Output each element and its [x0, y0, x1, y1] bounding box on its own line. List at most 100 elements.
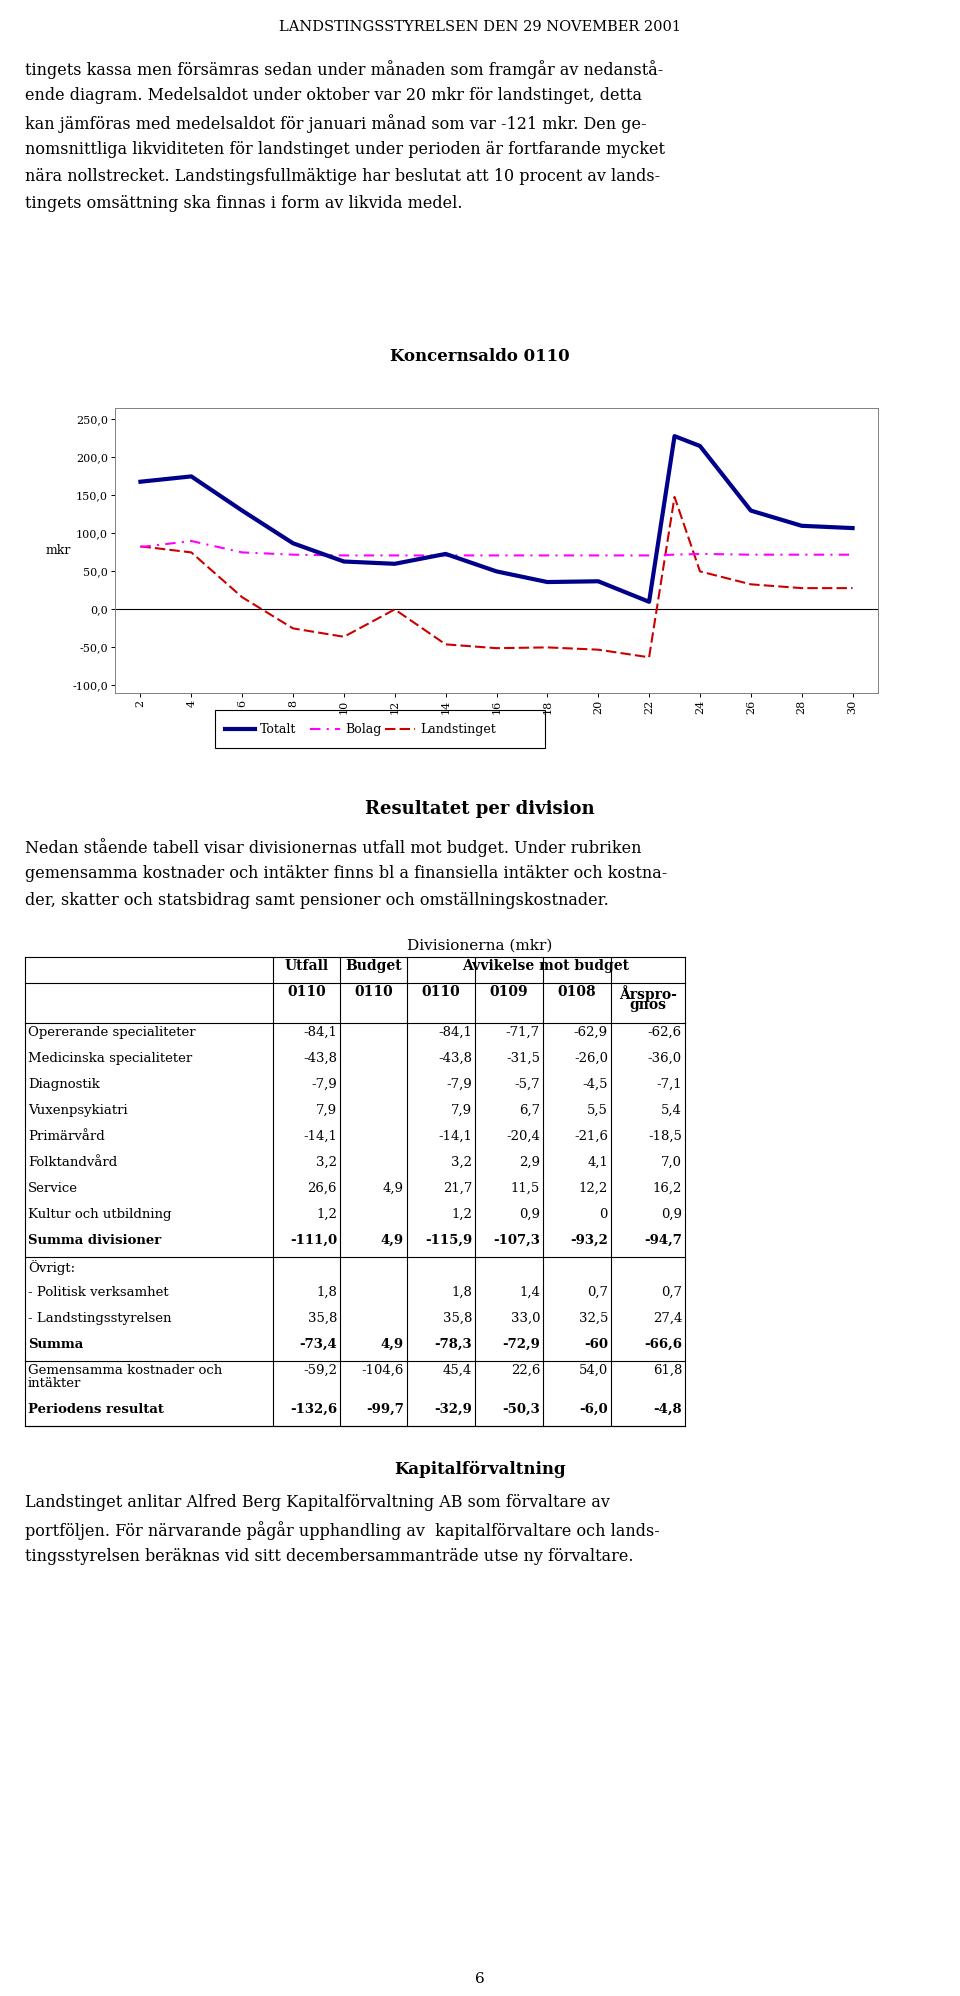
Text: 6,7: 6,7	[518, 1104, 540, 1118]
Text: Resultatet per division: Resultatet per division	[365, 800, 595, 818]
Text: 0108: 0108	[558, 984, 596, 1000]
Text: 21,7: 21,7	[443, 1182, 472, 1196]
Text: 4,9: 4,9	[383, 1182, 404, 1196]
Text: Periodens resultat: Periodens resultat	[28, 1403, 164, 1415]
Text: -7,9: -7,9	[446, 1078, 472, 1092]
Text: -59,2: -59,2	[303, 1363, 337, 1377]
Text: 7,9: 7,9	[316, 1104, 337, 1118]
Text: 16,2: 16,2	[653, 1182, 682, 1196]
Text: Kultur och utbildning: Kultur och utbildning	[28, 1208, 172, 1222]
Text: 1,2: 1,2	[316, 1208, 337, 1222]
Text: -132,6: -132,6	[290, 1403, 337, 1415]
Text: 1,4: 1,4	[519, 1285, 540, 1299]
FancyBboxPatch shape	[215, 711, 545, 748]
Text: -20,4: -20,4	[506, 1130, 540, 1144]
Text: -50,3: -50,3	[502, 1403, 540, 1415]
Text: Totalt: Totalt	[260, 723, 297, 735]
Text: -104,6: -104,6	[362, 1363, 404, 1377]
Text: nomsnittliga likviditeten för landstinget under perioden är fortfarande mycket: nomsnittliga likviditeten för landstinge…	[25, 142, 665, 158]
Text: 1,8: 1,8	[316, 1285, 337, 1299]
Text: -73,4: -73,4	[300, 1337, 337, 1351]
Text: 35,8: 35,8	[443, 1311, 472, 1325]
Text: 5,5: 5,5	[588, 1104, 608, 1118]
Text: Utfall: Utfall	[284, 958, 328, 972]
Text: 0110: 0110	[421, 984, 461, 1000]
Text: Primärvård: Primärvård	[28, 1130, 105, 1144]
Text: 0,9: 0,9	[661, 1208, 682, 1222]
Text: -14,1: -14,1	[438, 1130, 472, 1144]
Text: Summa: Summa	[28, 1337, 84, 1351]
Text: 0,9: 0,9	[519, 1208, 540, 1222]
Text: 11,5: 11,5	[511, 1182, 540, 1196]
Text: -4,8: -4,8	[654, 1403, 682, 1415]
Text: -93,2: -93,2	[570, 1234, 608, 1248]
Text: -31,5: -31,5	[506, 1052, 540, 1066]
Text: Summa divisioner: Summa divisioner	[28, 1234, 161, 1248]
Text: 35,8: 35,8	[307, 1311, 337, 1325]
Text: 1,8: 1,8	[451, 1285, 472, 1299]
Text: -94,7: -94,7	[644, 1234, 682, 1248]
Text: -71,7: -71,7	[506, 1026, 540, 1040]
Text: Övrigt:: Övrigt:	[28, 1259, 75, 1275]
Text: ende diagram. Medelsaldot under oktober var 20 mkr för landstinget, detta: ende diagram. Medelsaldot under oktober …	[25, 88, 642, 104]
Text: Gemensamma kostnader och: Gemensamma kostnader och	[28, 1363, 223, 1377]
Text: 27,4: 27,4	[653, 1311, 682, 1325]
Text: 12,2: 12,2	[579, 1182, 608, 1196]
Text: Budget: Budget	[346, 958, 402, 972]
Text: nära nollstrecket. Landstingsfullmäktige har beslutat att 10 procent av lands-: nära nollstrecket. Landstingsfullmäktige…	[25, 168, 660, 186]
Text: tingets omsättning ska finnas i form av likvida medel.: tingets omsättning ska finnas i form av …	[25, 196, 463, 212]
Text: -4,5: -4,5	[583, 1078, 608, 1092]
Text: 3,2: 3,2	[316, 1156, 337, 1170]
Text: 7,9: 7,9	[451, 1104, 472, 1118]
Text: 33,0: 33,0	[511, 1311, 540, 1325]
Text: Nedan stående tabell visar divisionernas utfall mot budget. Under rubriken: Nedan stående tabell visar divisionernas…	[25, 838, 641, 856]
Text: -32,9: -32,9	[434, 1403, 472, 1415]
Text: -60: -60	[584, 1337, 608, 1351]
Text: -84,1: -84,1	[438, 1026, 472, 1040]
Text: -5,7: -5,7	[515, 1078, 540, 1092]
Text: Opererande specialiteter: Opererande specialiteter	[28, 1026, 196, 1040]
Text: 5,4: 5,4	[661, 1104, 682, 1118]
Text: Divisionerna (mkr): Divisionerna (mkr)	[407, 938, 553, 952]
Text: gemensamma kostnader och intäkter finns bl a finansiella intäkter och kostna-: gemensamma kostnader och intäkter finns …	[25, 864, 667, 882]
Text: portföljen. För närvarande pågår upphandling av  kapitalförvaltare och lands-: portföljen. För närvarande pågår upphand…	[25, 1521, 660, 1539]
Text: 0109: 0109	[490, 984, 528, 1000]
Text: - Landstingsstyrelsen: - Landstingsstyrelsen	[28, 1311, 172, 1325]
Text: Koncernsaldo 0110: Koncernsaldo 0110	[390, 347, 570, 365]
Text: -7,9: -7,9	[311, 1078, 337, 1092]
Text: 3,2: 3,2	[451, 1156, 472, 1170]
Text: 6: 6	[475, 1972, 485, 1986]
Text: 4,9: 4,9	[381, 1234, 404, 1248]
Text: -115,9: -115,9	[424, 1234, 472, 1248]
Y-axis label: mkr: mkr	[45, 545, 71, 557]
Text: 2,9: 2,9	[519, 1156, 540, 1170]
Text: Årspro-: Årspro-	[619, 984, 677, 1002]
Text: -26,0: -26,0	[574, 1052, 608, 1066]
Text: Vuxenpsykiatri: Vuxenpsykiatri	[28, 1104, 128, 1118]
Text: 4,1: 4,1	[588, 1156, 608, 1170]
Text: 0110: 0110	[287, 984, 325, 1000]
Text: tingsstyrelsen beräknas vid sitt decembersammanträde utse ny förvaltare.: tingsstyrelsen beräknas vid sitt decembe…	[25, 1549, 634, 1565]
Text: -6,0: -6,0	[580, 1403, 608, 1415]
Text: -18,5: -18,5	[648, 1130, 682, 1144]
Text: Medicinska specialiteter: Medicinska specialiteter	[28, 1052, 192, 1066]
Text: Avvikelse mot budget: Avvikelse mot budget	[463, 958, 630, 972]
Text: 0,7: 0,7	[661, 1285, 682, 1299]
Text: Folktandvård: Folktandvård	[28, 1156, 117, 1170]
Text: Diagnostik: Diagnostik	[28, 1078, 100, 1092]
Text: -43,8: -43,8	[438, 1052, 472, 1066]
Text: 4,9: 4,9	[381, 1337, 404, 1351]
Text: -72,9: -72,9	[502, 1337, 540, 1351]
Text: gnos: gnos	[630, 998, 666, 1012]
Text: - Politisk verksamhet: - Politisk verksamhet	[28, 1285, 169, 1299]
Text: -107,3: -107,3	[493, 1234, 540, 1248]
Text: kan jämföras med medelsaldot för januari månad som var -121 mkr. Den ge-: kan jämföras med medelsaldot för januari…	[25, 114, 646, 134]
Text: 0,7: 0,7	[587, 1285, 608, 1299]
Text: Kapitalförvaltning: Kapitalförvaltning	[395, 1461, 565, 1479]
Text: -84,1: -84,1	[303, 1026, 337, 1040]
Text: intäkter: intäkter	[28, 1377, 82, 1389]
Text: 0110: 0110	[354, 984, 393, 1000]
Text: LANDSTINGSSTYRELSEN DEN 29 NOVEMBER 2001: LANDSTINGSSTYRELSEN DEN 29 NOVEMBER 2001	[279, 20, 681, 34]
Text: 0: 0	[600, 1208, 608, 1222]
Text: 7,0: 7,0	[661, 1156, 682, 1170]
